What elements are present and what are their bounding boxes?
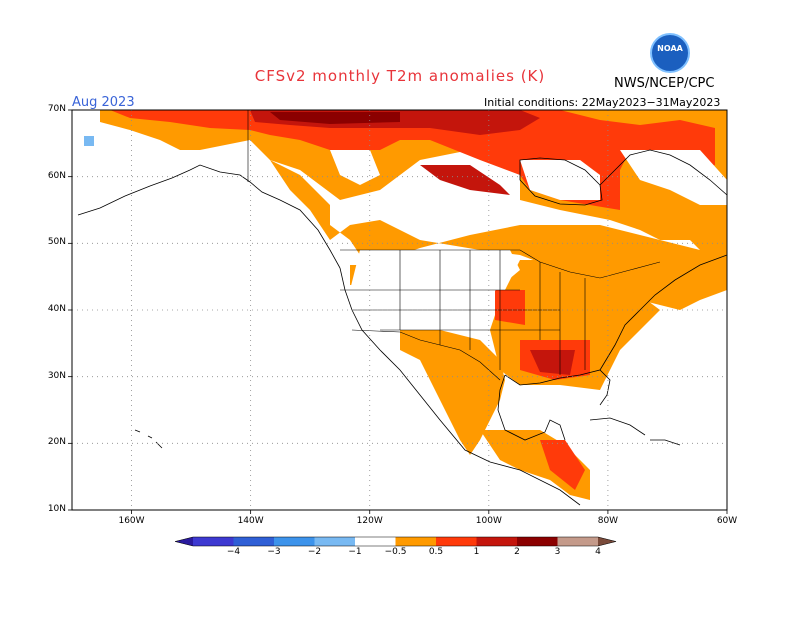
colorbar-segment <box>436 537 477 546</box>
noaa-logo-text: NOAA <box>657 44 683 53</box>
colorbar-label: 2 <box>514 547 520 557</box>
map-title: CFSv2 monthly T2m anomalies (K) <box>254 67 546 85</box>
anomaly-gap-labrador-ocean <box>620 150 727 205</box>
anomaly-region-central-america-red <box>540 440 585 490</box>
anomaly-region-hudson-darkred <box>420 165 510 195</box>
political-borders <box>247 110 661 381</box>
coastline-cuba <box>589 417 646 436</box>
colorbar-label: −4 <box>226 547 241 557</box>
coastline-hudson-bay <box>519 157 603 206</box>
coastline-hispaniola <box>650 439 681 446</box>
coastline-pacific <box>339 267 581 506</box>
colorbar-label: 1 <box>473 547 480 557</box>
lon-label: 100W <box>475 516 502 526</box>
axis-ticks <box>68 109 728 514</box>
lon-label: 60W <box>716 516 738 526</box>
forecast-month: Aug 2023 <box>72 95 135 110</box>
colorbar-label: 4 <box>595 547 601 557</box>
lon-label: 160W <box>118 516 145 526</box>
anomaly-region-negative <box>84 136 94 146</box>
colorbar-label: −1 <box>348 547 362 557</box>
colorbar-segment <box>193 537 234 546</box>
coastline-yucatan <box>497 374 566 441</box>
noaa-logo: NOAA <box>650 33 690 73</box>
lon-label: 80W <box>597 516 619 526</box>
colorbar-frame <box>174 536 617 547</box>
lat-label: 30N <box>47 370 66 381</box>
colorbar-segment <box>476 537 517 546</box>
lat-label: 60N <box>47 170 66 181</box>
coastline-atlantic <box>599 254 728 371</box>
colorbar-segment <box>233 537 274 546</box>
coastline-labrador <box>599 149 728 196</box>
coastlines <box>77 149 728 506</box>
lat-label: 10N <box>47 504 66 514</box>
colorbar-label: −3 <box>267 547 281 557</box>
border-states <box>340 250 586 375</box>
lat-label: 50N <box>47 237 66 248</box>
anomaly-gap-hudson-bay <box>520 160 600 200</box>
anomaly-region-southeast-darkred <box>530 350 575 375</box>
anomaly-region-canada-interior <box>270 160 727 310</box>
colorbar-label: 3 <box>554 547 561 557</box>
anomaly-gap-west-canada <box>330 150 380 185</box>
lon-label: 120W <box>356 516 383 526</box>
anomaly-region-arctic-maroon <box>270 112 400 124</box>
colorbar-segment <box>314 537 355 546</box>
lat-label: 40N <box>47 304 66 314</box>
colorbar <box>174 536 617 547</box>
colorbar-segment <box>355 537 396 546</box>
colorbar-label: −0.5 <box>384 547 407 557</box>
initial-conditions: Initial conditions: 22May2023−31May2023 <box>484 96 721 109</box>
colorbar-label: −2 <box>307 547 322 557</box>
colorbar-segment <box>517 537 558 546</box>
colorbar-label: 0.5 <box>428 547 444 557</box>
agency-label: NWS/NCEP/CPC <box>614 76 715 91</box>
colorbar-arrow-left <box>175 537 193 546</box>
anomaly-region-midwest-red <box>495 290 525 325</box>
lon-label: 140W <box>237 516 264 526</box>
colorbar-segment <box>274 537 315 546</box>
coastline-alaska <box>77 164 341 269</box>
border-canada-us <box>340 249 661 279</box>
colorbar-segment <box>395 537 436 546</box>
lat-label: 70N <box>47 104 66 114</box>
lat-label: 20N <box>47 437 66 448</box>
colorbar-segment <box>557 537 598 546</box>
colorbar-arrow-right <box>598 537 616 546</box>
